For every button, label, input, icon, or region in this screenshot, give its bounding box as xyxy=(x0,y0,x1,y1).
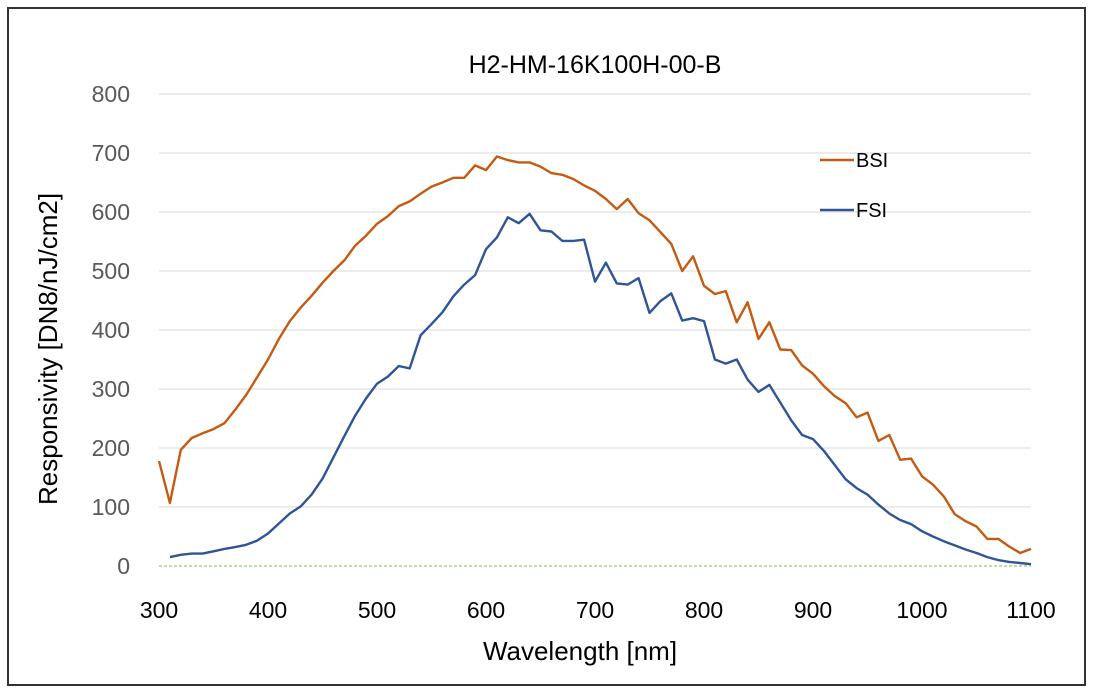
legend: BSI FSI xyxy=(820,150,888,222)
x-axis: 300 400 500 600 700 800 900 1000 1100 xyxy=(140,597,1056,623)
y-tick-label: 500 xyxy=(92,258,130,284)
series-line-fsi xyxy=(169,212,1032,566)
x-tick-label: 400 xyxy=(249,597,287,623)
legend-label-fsi: FSI xyxy=(856,200,887,222)
x-tick-label: 700 xyxy=(576,597,614,623)
series-line-bsi xyxy=(157,155,1032,555)
y-tick-label: 100 xyxy=(92,494,130,520)
y-tick-label: 700 xyxy=(92,140,130,166)
y-axis-title: Responsivity [DN8/nJ/cm2] xyxy=(33,193,63,505)
legend-label-bsi: BSI xyxy=(856,150,888,172)
y-tick-label: 0 xyxy=(117,553,130,579)
x-axis-title: Wavelength [nm] xyxy=(483,636,677,666)
x-tick-label: 1000 xyxy=(896,597,947,623)
series-group xyxy=(157,155,1032,566)
x-tick-label: 500 xyxy=(358,597,396,623)
y-tick-label: 200 xyxy=(92,435,130,461)
x-tick-label: 1100 xyxy=(1006,597,1055,623)
y-tick-label: 800 xyxy=(92,81,130,107)
x-tick-label: 300 xyxy=(140,597,178,623)
x-tick-label: 600 xyxy=(467,597,505,623)
grid xyxy=(159,93,1031,567)
chart-title: H2-HM-16K100H-00-B xyxy=(469,51,722,79)
x-tick-label: 800 xyxy=(685,597,723,623)
y-axis: 0 100 200 300 400 500 600 700 800 xyxy=(92,81,130,579)
y-tick-label: 300 xyxy=(92,376,130,402)
y-tick-label: 400 xyxy=(92,317,130,343)
y-tick-label: 600 xyxy=(92,199,130,225)
x-tick-label: 900 xyxy=(794,597,832,623)
chart-frame xyxy=(7,7,1086,686)
